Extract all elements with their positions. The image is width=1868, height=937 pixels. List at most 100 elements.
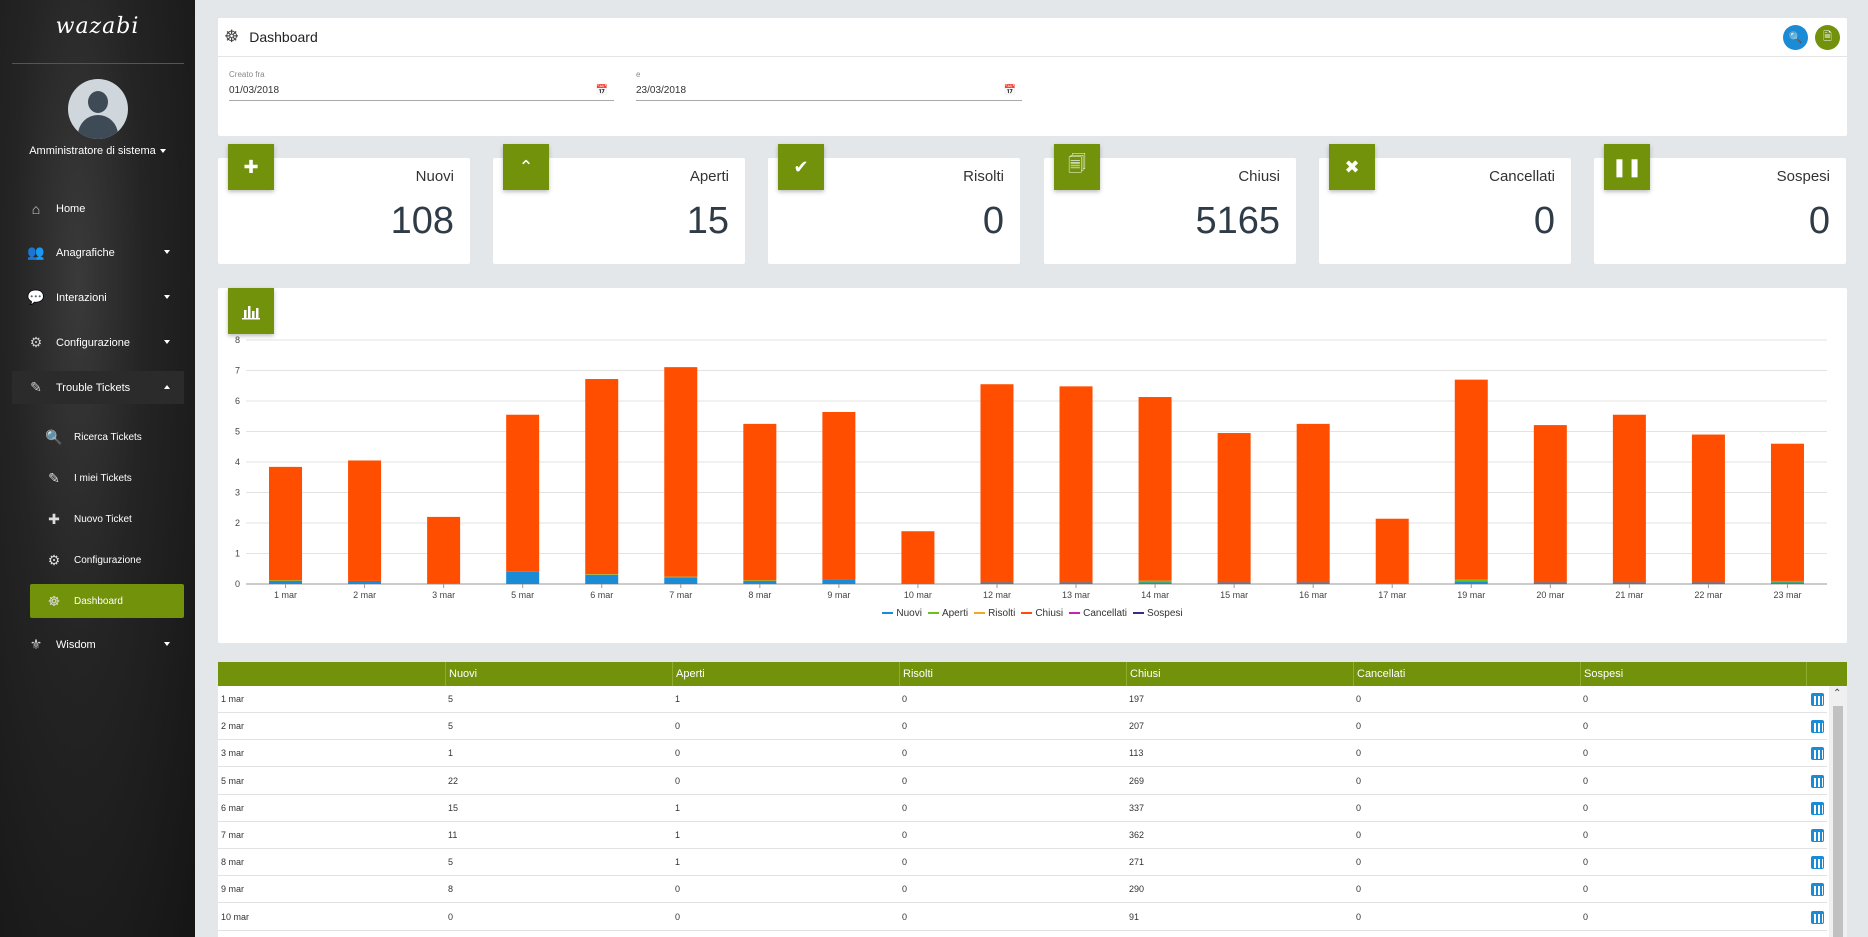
x-tick-label: 14 mar [1141,590,1169,600]
user-menu[interactable]: Amministratore di sistema [0,145,195,157]
table-row[interactable]: 8 mar 5 1 0 271 0 0 [218,849,1827,877]
calendar-icon[interactable] [1811,910,1824,924]
stat-label: Sospesi [1776,168,1830,185]
date-from-field[interactable]: Creato fra 01/03/2018 📅 [229,70,614,101]
table-cell: 0 [1356,802,1362,813]
sidebar-item-wisdom[interactable]: ⚜ Wisdom [12,628,184,661]
column-header-chiusi[interactable]: Chiusi [1126,662,1353,686]
stat-value: 0 [982,200,1004,242]
sidebar-subitem-ricerca-tickets[interactable]: 🔍 Ricerca Tickets [30,420,184,454]
date-to-value[interactable]: 23/03/2018 [636,85,687,96]
sidebar-subitem-dashboard[interactable]: ☸ Dashboard [30,584,184,618]
export-button[interactable]: 🗎 [1815,25,1840,50]
sidebar-item-anagrafiche[interactable]: 👥 Anagrafiche [12,236,184,269]
table-cell: 0 [1356,721,1362,732]
table-row[interactable]: 2 mar 5 0 0 207 0 0 [218,713,1827,741]
bar-nuovi [1691,582,1725,584]
legend-item-nuovi[interactable]: Nuovi [882,608,922,619]
legend-label: Nuovi [896,608,922,619]
sidebar-item-interazioni[interactable]: 💬 Interazioni [12,281,184,314]
stat-label: Chiusi [1238,168,1280,185]
x-tick-label: 3 mar [432,590,455,600]
x-tick-label: 20 mar [1536,590,1564,600]
legend-item-sospesi[interactable]: Sospesi [1133,608,1183,619]
stat-label: Cancellati [1489,168,1555,185]
column-header-aperti[interactable]: Aperti [672,662,899,686]
avatar[interactable] [68,79,128,139]
stat-label: Risolti [963,168,1004,185]
column-header-cancellati[interactable]: Cancellati [1353,662,1580,686]
sidebar-subitem-configurazione[interactable]: ⚙ Configurazione [30,543,184,577]
sidebar-subitem-label: Dashboard [74,595,123,607]
table-cell: 0 [675,721,681,732]
sidebar-item-label: Anagrafiche [56,246,115,259]
table-row[interactable]: 9 mar 8 0 0 290 0 0 [218,876,1827,904]
table-cell: 0 [902,775,908,786]
table-cell: 362 [1129,830,1145,840]
date-to-field[interactable]: e 23/03/2018 📅 [636,70,1022,101]
table-row[interactable]: 6 mar 15 1 0 337 0 0 [218,795,1827,822]
table-cell: 0 [902,694,908,704]
search-button[interactable]: 🔍 [1783,25,1808,50]
x-tick-label: 8 mar [748,590,771,600]
stat-card-sospesi: ❚❚ Sospesi 0 [1594,144,1846,264]
scroll-thumb[interactable] [1833,706,1843,937]
table-cell: 0 [1356,911,1362,922]
legend-item-cancellati[interactable]: Cancellati [1069,608,1127,619]
table-cell: 0 [1583,857,1589,868]
x-tick-label: 6 mar [590,590,613,600]
y-tick-label: 4 [235,457,240,467]
legend-item-aperti[interactable]: Aperti [927,608,968,619]
sidebar-item-home[interactable]: ⌂ Home [12,192,184,225]
column-header-sospesi[interactable]: Sospesi [1580,662,1806,686]
caret-down-icon [164,250,170,254]
column-header-risolti[interactable]: Risolti [899,662,1126,686]
sidebar-subitem-i-miei-tickets[interactable]: ✎ I miei Tickets [30,461,184,495]
table-cell: 5 mar [221,775,245,786]
date-from-value[interactable]: 01/03/2018 [229,85,280,96]
calendar-icon[interactable] [1811,801,1824,815]
sidebar-subitem-nuovo-ticket[interactable]: ✚ Nuovo Ticket [30,502,184,536]
table-row[interactable]: 10 mar 0 0 0 91 0 0 [218,904,1827,931]
calendar-icon[interactable]: 📅 [1003,85,1016,96]
bar-chiusi [1770,443,1804,581]
calendar-icon[interactable]: 📅 [595,85,608,96]
scroll-up-icon[interactable]: ⌃ [1833,688,1842,699]
table-row[interactable]: 5 mar 22 0 0 269 0 0 [218,768,1827,795]
calendar-icon[interactable] [1811,883,1824,897]
table-cell: 0 [675,748,681,759]
app-logo[interactable]: wazabi [55,14,140,39]
bar-nuovi [427,583,461,584]
bar-nuovi [1217,582,1251,584]
calendar-icon[interactable] [1811,693,1824,706]
column-header-nuovi[interactable]: Nuovi [445,662,672,686]
bar-chiusi [1691,434,1725,583]
calendar-icon[interactable] [1811,720,1824,734]
x-tick-label: 12 mar [983,590,1011,600]
users-icon: 👥 [27,244,45,260]
divider [12,63,184,64]
table-row[interactable]: 3 mar 1 0 0 113 0 0 [218,740,1827,768]
table-cell: 0 [902,884,908,895]
bar-chiusi [1454,379,1488,580]
table-cell: 5 [448,857,454,868]
table-scrollbar[interactable]: ⌃ [1829,686,1847,937]
plus-icon: ✚ [48,510,60,527]
calendar-icon[interactable] [1811,747,1824,761]
legend-item-risolti[interactable]: Risolti [974,608,1015,619]
sidebar-item-configurazione[interactable]: ⚙ Configurazione [12,326,184,359]
column-header [1806,662,1847,686]
sidebar-item-trouble-tickets[interactable]: ✎ Trouble Tickets [12,371,184,404]
calendar-icon[interactable] [1811,774,1824,788]
legend-item-chiusi[interactable]: Chiusi [1021,608,1063,619]
calendar-icon[interactable] [1811,829,1824,842]
bar-chiusi [822,411,856,580]
calendar-icon[interactable] [1811,856,1824,870]
table-row[interactable]: 1 mar 5 1 0 197 0 0 [218,686,1827,713]
table-cell: 207 [1129,721,1145,732]
table-cell: 0 [902,802,908,813]
bar-chart-icon [228,288,274,334]
legend-label: Sospesi [1147,608,1183,619]
table-row[interactable]: 7 mar 11 1 0 362 0 0 [218,822,1827,849]
table-header: Nuovi Aperti Risolti Chiusi Cancellati Sospes… [218,662,1847,686]
